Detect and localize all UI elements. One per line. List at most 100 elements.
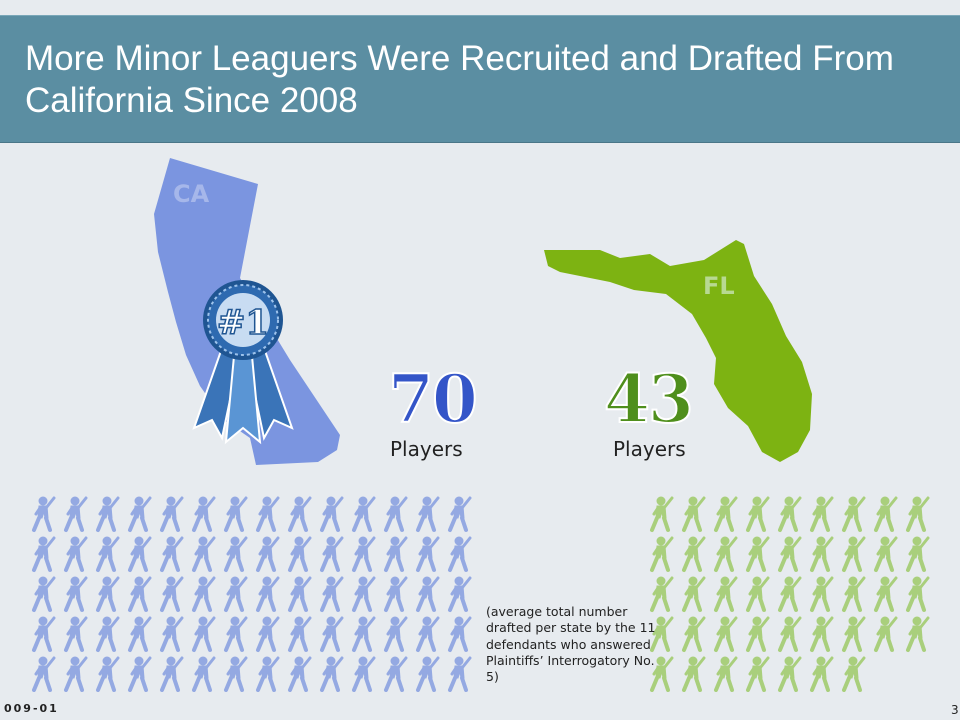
player-icon <box>224 536 248 572</box>
player-icon <box>416 576 440 612</box>
player-icon <box>352 576 376 612</box>
player-icon <box>160 656 184 692</box>
player-icon <box>682 496 706 532</box>
player-icon <box>128 536 152 572</box>
player-icon <box>288 656 312 692</box>
player-icon <box>352 656 376 692</box>
player-icon <box>288 496 312 532</box>
player-icon <box>650 496 674 532</box>
player-icon <box>96 656 120 692</box>
player-icon <box>906 536 930 572</box>
player-icon <box>384 536 408 572</box>
ribbon-badge-icon: #1 <box>192 280 294 445</box>
player-icon <box>224 616 248 652</box>
player-icon <box>746 656 770 692</box>
player-icon <box>714 576 738 612</box>
player-icon <box>192 616 216 652</box>
player-icon <box>64 576 88 612</box>
california-label: CA <box>173 180 210 208</box>
player-icon <box>352 536 376 572</box>
player-icon <box>32 576 56 612</box>
player-icon <box>32 616 56 652</box>
player-icon <box>160 576 184 612</box>
player-icon <box>746 616 770 652</box>
player-icon <box>416 496 440 532</box>
player-icon <box>778 576 802 612</box>
player-icon <box>874 496 898 532</box>
player-icon <box>320 616 344 652</box>
player-icon <box>96 536 120 572</box>
player-icon <box>320 536 344 572</box>
player-icon <box>128 576 152 612</box>
player-icon <box>256 616 280 652</box>
player-icon <box>778 616 802 652</box>
player-icon <box>778 656 802 692</box>
player-icon <box>128 496 152 532</box>
player-icon <box>128 656 152 692</box>
player-icon <box>288 616 312 652</box>
player-icon <box>416 616 440 652</box>
player-icon <box>682 536 706 572</box>
player-icon <box>874 616 898 652</box>
player-icon <box>224 496 248 532</box>
player-icon <box>714 496 738 532</box>
player-icon <box>384 576 408 612</box>
player-icon <box>384 656 408 692</box>
player-icon <box>64 496 88 532</box>
player-icon <box>448 536 472 572</box>
footnote: (average total number drafted per state … <box>486 604 656 685</box>
badge-text: #1 <box>217 303 269 343</box>
player-icon <box>384 616 408 652</box>
player-icon <box>714 656 738 692</box>
player-icon <box>842 656 866 692</box>
player-icon <box>256 656 280 692</box>
player-icon <box>416 656 440 692</box>
slide-code: 009-01 <box>4 702 59 715</box>
player-icon <box>256 496 280 532</box>
player-icon <box>650 656 674 692</box>
player-icon <box>810 656 834 692</box>
player-icon <box>64 616 88 652</box>
player-icon <box>352 496 376 532</box>
player-icon <box>874 536 898 572</box>
player-icon <box>288 576 312 612</box>
player-icon <box>256 536 280 572</box>
player-icon <box>448 576 472 612</box>
player-icon <box>714 616 738 652</box>
player-icon <box>224 656 248 692</box>
florida-label: FL <box>703 272 735 300</box>
player-icon <box>810 576 834 612</box>
player-icon <box>448 496 472 532</box>
player-icon <box>416 536 440 572</box>
player-icon <box>682 616 706 652</box>
player-icon <box>32 656 56 692</box>
player-icon <box>384 496 408 532</box>
player-icon <box>32 496 56 532</box>
player-icon <box>448 616 472 652</box>
florida-player-count: 43 <box>603 360 695 438</box>
player-icon <box>778 496 802 532</box>
florida-player-grid <box>650 496 930 692</box>
player-icon <box>192 536 216 572</box>
player-icon <box>448 656 472 692</box>
player-icon <box>128 616 152 652</box>
player-icon <box>842 536 866 572</box>
player-icon <box>810 536 834 572</box>
player-icon <box>810 496 834 532</box>
player-icon <box>650 536 674 572</box>
player-icon <box>192 496 216 532</box>
player-icon <box>96 496 120 532</box>
player-icon <box>64 536 88 572</box>
player-icon <box>906 496 930 532</box>
california-player-grid <box>32 496 472 692</box>
player-icon <box>320 656 344 692</box>
player-icon <box>810 616 834 652</box>
page-number: 3 <box>951 703 959 717</box>
slide-title: More Minor Leaguers Were Recruited and D… <box>25 39 894 120</box>
california-players-label: Players <box>390 437 463 461</box>
player-icon <box>682 576 706 612</box>
player-icon <box>650 616 674 652</box>
player-icon <box>192 576 216 612</box>
player-icon <box>874 576 898 612</box>
player-icon <box>320 496 344 532</box>
